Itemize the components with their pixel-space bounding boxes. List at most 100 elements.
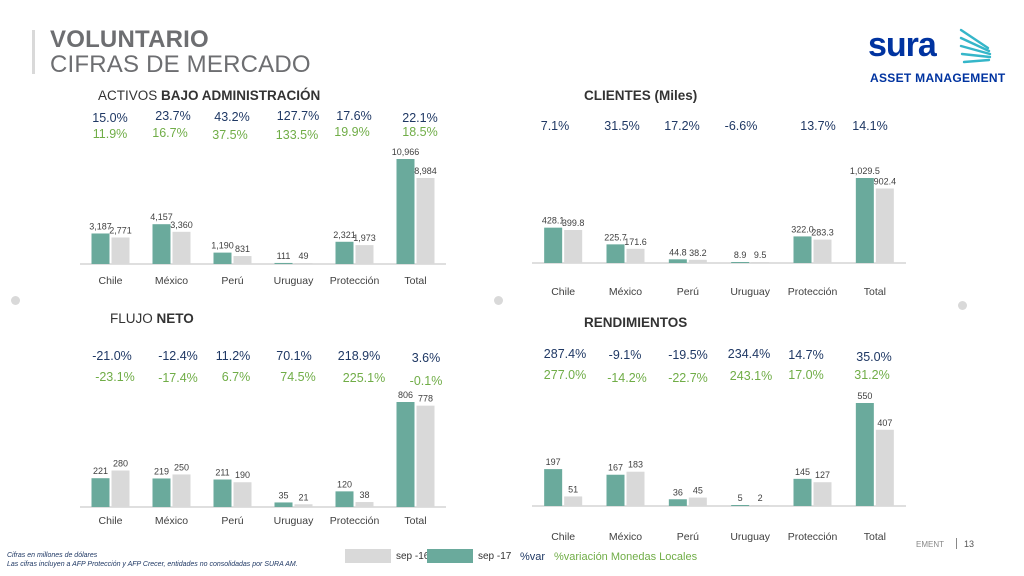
- logo-rays-icon: [959, 28, 992, 64]
- aum-pct-var-5: 22.1%: [402, 111, 438, 125]
- aum-data-label-sep16-0: 2,771: [109, 225, 132, 235]
- flow-pct-var-4: 218.9%: [337, 349, 381, 363]
- aum-category-label-2: Perú: [221, 275, 243, 287]
- returns-pct-var-3: 234.4%: [727, 347, 771, 361]
- clients-pct-var-0: 7.1%: [540, 119, 570, 133]
- clients-data-label-sep17-5: 1,029.5: [850, 166, 880, 176]
- flow-category-label-2: Perú: [221, 515, 243, 527]
- returns-category-label-2: Perú: [677, 531, 699, 543]
- clients-data-label-sep17-4: 322.0: [791, 224, 814, 234]
- clients-title-bold: CLIENTES (Miles): [584, 88, 698, 103]
- returns-bar-chart: 197 51 Chile 167 183 México 36 45 Perú 5 2 Uruguay 1…: [532, 391, 906, 543]
- flow-data-label-sep16-5: 778: [418, 394, 433, 404]
- returns-data-label-sep16-3: 2: [758, 493, 763, 503]
- clients-bar-sep17-5: [855, 178, 874, 263]
- aum-pct-var-4: 17.6%: [336, 109, 372, 123]
- returns-data-label-sep17-4: 145: [795, 467, 810, 477]
- flow-bar-sep17-1: [152, 478, 171, 507]
- flow-pct-local-2: 6.7%: [221, 370, 251, 384]
- clients-category-label-5: Total: [864, 286, 886, 298]
- flow-bar-chart: 221 280 Chile 219 250 México 211 190 Perú 35 21 Uru…: [80, 390, 446, 527]
- clients-category-label-0: Chile: [551, 286, 575, 298]
- returns-data-label-sep17-5: 550: [857, 391, 872, 401]
- aum-data-label-sep17-0: 3,187: [89, 221, 112, 231]
- clients-bar-sep16-3: [751, 262, 770, 263]
- clients-bar-sep17-3: [731, 262, 750, 263]
- aum-data-label-sep17-2: 1,190: [211, 241, 234, 251]
- aum-bar-sep17-0: [91, 233, 110, 264]
- returns-bar-sep16-3: [751, 505, 770, 506]
- returns-data-label-sep17-2: 36: [673, 487, 683, 497]
- returns-category-label-1: México: [609, 531, 642, 543]
- flow-data-label-sep17-3: 35: [278, 490, 288, 500]
- returns-category-label-4: Protección: [788, 531, 838, 543]
- returns-bar-sep16-5: [875, 429, 894, 506]
- clients-bar-sep16-4: [813, 239, 832, 263]
- flow-data-label-sep16-4: 38: [359, 490, 369, 500]
- legend-var: %var: [520, 551, 546, 563]
- aum-bar-sep17-2: [213, 252, 232, 264]
- returns-pct-local-1: -14.2%: [607, 371, 647, 385]
- returns-bar-sep17-2: [668, 499, 687, 506]
- returns-category-label-5: Total: [864, 531, 886, 543]
- flow-data-label-sep16-1: 250: [174, 462, 189, 472]
- legend-var-local: %variación Monedas Locales: [554, 551, 698, 563]
- aum-pct-var-1: 23.7%: [155, 109, 191, 123]
- flow-bar-sep16-2: [233, 482, 252, 507]
- flow-category-label-4: Protección: [330, 515, 380, 527]
- aum-bar-sep16-1: [172, 231, 191, 264]
- clients-bar-sep17-2: [668, 259, 687, 263]
- aum-data-label-sep16-3: 49: [298, 251, 308, 261]
- flow-bar-sep17-3: [274, 502, 293, 507]
- logo-wordmark: sura: [868, 26, 937, 64]
- clients-data-label-sep16-4: 283.3: [811, 228, 834, 238]
- aum-bar-sep16-2: [233, 256, 252, 264]
- flow-pct-var-1: -12.4%: [158, 349, 198, 363]
- legend-swatch-sep17: [427, 549, 473, 563]
- aum-bar-sep17-1: [152, 224, 171, 264]
- flow-pct-local-0: -23.1%: [95, 370, 135, 384]
- flow-pct-var-3: 70.1%: [276, 349, 312, 363]
- aum-pct-local-0: 11.9%: [92, 127, 128, 141]
- flow-bar-sep17-5: [396, 402, 415, 507]
- clients-data-label-sep17-2: 44.8: [669, 247, 687, 257]
- returns-category-label-3: Uruguay: [730, 531, 770, 543]
- clients-pct-var-4: 13.7%: [800, 119, 836, 133]
- clients-data-label-sep16-3: 9.5: [754, 250, 767, 260]
- clients-panel-title: CLIENTES (Miles): [584, 88, 697, 103]
- page-footer-text: EMENT: [916, 540, 944, 549]
- clients-category-label-1: México: [609, 286, 642, 298]
- returns-title-bold: RENDIMIENTOS: [584, 315, 688, 330]
- aum-pct-var-2: 43.2%: [214, 110, 250, 124]
- returns-pct-local-2: -22.7%: [668, 371, 708, 385]
- flow-title-bold: NETO: [156, 311, 194, 326]
- clients-data-label-sep16-0: 399.8: [562, 218, 585, 228]
- aum-data-label-sep16-1: 3,360: [170, 220, 193, 230]
- flow-pct-var-2: 11.2%: [215, 349, 251, 363]
- aum-panel-title: ACTIVOS BAJO ADMINISTRACIÓN: [98, 88, 320, 103]
- returns-bar-sep17-1: [606, 474, 625, 506]
- returns-pct-local-0: 277.0%: [543, 368, 587, 382]
- flow-category-label-3: Uruguay: [274, 515, 314, 527]
- aum-data-label-sep16-5: 8,984: [414, 166, 437, 176]
- clients-bar-sep17-0: [544, 227, 563, 263]
- returns-pct-var-0: 287.4%: [543, 347, 587, 361]
- returns-pct-local-5: 31.2%: [854, 368, 890, 382]
- clients-bar-sep17-1: [606, 244, 625, 263]
- flow-pct-local-5: -0.1%: [409, 374, 443, 388]
- returns-bar-sep16-1: [626, 471, 645, 506]
- flow-data-label-sep16-0: 280: [113, 459, 128, 469]
- aum-pct-local-5: 18.5%: [402, 125, 438, 139]
- aum-data-label-sep16-2: 831: [235, 244, 250, 254]
- returns-bar-sep16-0: [564, 496, 583, 506]
- flow-category-label-1: México: [155, 515, 188, 527]
- flow-data-label-sep16-2: 190: [235, 470, 250, 480]
- aum-title-plain: ACTIVOS: [98, 88, 162, 103]
- flow-pct-local-3: 74.5%: [280, 370, 316, 384]
- aum-bar-sep17-5: [396, 159, 415, 264]
- aum-data-label-sep16-4: 1,973: [353, 233, 376, 243]
- clients-bar-sep16-0: [564, 229, 583, 263]
- aum-data-label-sep17-4: 2,321: [333, 230, 356, 240]
- flow-data-label-sep16-3: 21: [298, 492, 308, 502]
